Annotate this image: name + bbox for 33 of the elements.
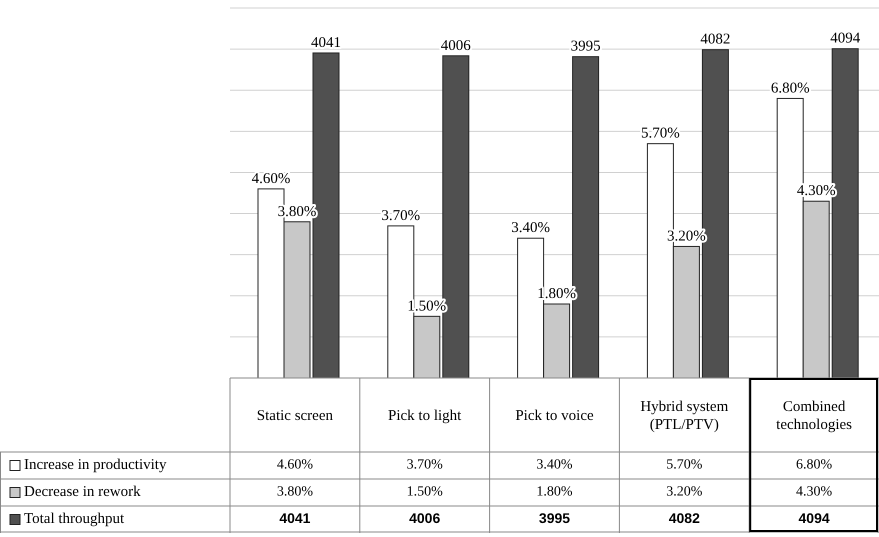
x-tick-label: Static screen [256, 408, 334, 424]
text: 3.70% [381, 208, 420, 224]
text: 4041 [311, 34, 341, 51]
legend-label: Total throughput [24, 510, 126, 527]
text: 5.70% [641, 126, 680, 142]
data-label: 3.20% [666, 484, 703, 500]
text: 4.60% [252, 170, 290, 187]
text: 4094 [830, 30, 860, 47]
data-label: 1.80% [536, 484, 573, 500]
x-tick-label: Combined technologies [776, 399, 852, 433]
data-label: 1.50% [406, 484, 444, 500]
data-label: 6.80% [796, 458, 833, 473]
data-label: 4094 [798, 510, 830, 526]
data-label: 3995 [538, 510, 570, 526]
x-tick-label: Hybrid system (PTL/PTV) [640, 399, 729, 433]
data-label: 3.80% [276, 484, 314, 500]
legend-label: Decrease in rework [24, 484, 142, 500]
text: 4082 [700, 32, 730, 48]
legend-label: Increase in productivity [24, 456, 167, 473]
data-label: 4.60% [276, 458, 314, 473]
text: 4006 [440, 38, 471, 54]
text: 6.80% [770, 80, 810, 96]
data-label: 3.70% [406, 458, 444, 473]
data-label: 4006 [409, 510, 440, 526]
data-label: 4.30% [796, 484, 833, 500]
x-tick-label: Pick to voice [515, 408, 594, 424]
data-label: 4082 [668, 510, 700, 526]
x-tick-label: Pick to light [388, 408, 462, 424]
data-label: 5.70% [666, 458, 703, 473]
text: 3995 [570, 38, 601, 55]
text: 3.40% [511, 220, 550, 236]
data-label: 3.40% [536, 458, 573, 473]
data-label: 4041 [279, 510, 311, 526]
